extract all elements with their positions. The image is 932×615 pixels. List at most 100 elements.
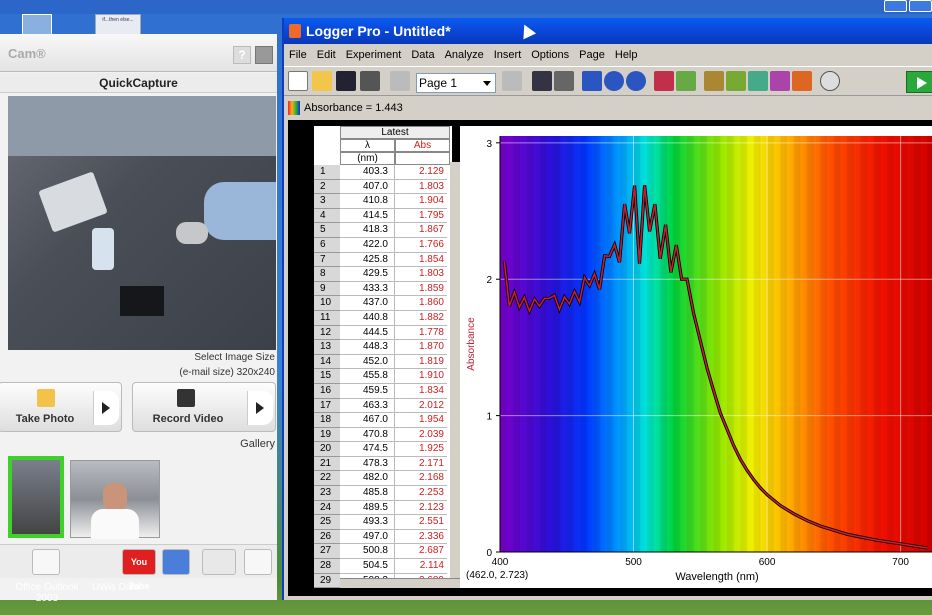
gallery-thumbnail[interactable]	[70, 460, 160, 539]
page-forward-icon[interactable]	[502, 71, 522, 91]
maximize-icon[interactable]	[909, 0, 932, 12]
table-row[interactable]: 11 440.8 1.882	[314, 310, 452, 326]
graph-panel[interactable]: 0 1 2 3 400 500 600 700 Wavelength (nm) Absorbanc…	[460, 126, 932, 588]
table-vertical-scrollbar[interactable]	[450, 162, 460, 588]
image-size-select[interactable]: (e-mail size) 320x240	[179, 367, 275, 378]
minimize-icon[interactable]	[884, 0, 907, 12]
table-row[interactable]: 22 482.0 2.168	[314, 471, 452, 487]
table-row[interactable]: 14 452.0 1.819	[314, 354, 452, 370]
table-row[interactable]: 28 504.5 2.114	[314, 559, 452, 574]
take-photo-button[interactable]: Take Photo	[0, 382, 122, 432]
print-icon[interactable]	[360, 71, 380, 91]
video-wall	[8, 96, 276, 156]
row-absorbance: 1.795	[395, 209, 447, 224]
menu-file[interactable]: File	[289, 49, 307, 61]
curve-fit-icon[interactable]	[770, 71, 790, 91]
table-row[interactable]: 5 418.3 1.867	[314, 223, 452, 238]
menu-edit[interactable]: Edit	[316, 49, 336, 61]
uwis-data-shortcut[interactable]: UWis Data	[92, 582, 140, 593]
logger-pro-logo-icon	[289, 24, 301, 38]
table-row[interactable]: 17 463.3 2.012	[314, 398, 452, 414]
table-row[interactable]: 13 448.3 1.870	[314, 340, 452, 355]
open-folder-icon[interactable]	[312, 71, 332, 91]
table-row[interactable]: 8 429.5 1.803	[314, 267, 452, 282]
row-absorbance: 1.910	[395, 369, 447, 384]
menu-analyze[interactable]: Analyze	[444, 49, 484, 61]
tangent-icon[interactable]	[676, 71, 696, 91]
table-row[interactable]: 10 437.0 1.860	[314, 296, 452, 311]
spectrum-band	[686, 136, 694, 552]
lab-interface-icon[interactable]	[554, 71, 574, 91]
data-browser-icon[interactable]	[532, 71, 552, 91]
table-row[interactable]: 18 467.0 1.954	[314, 413, 452, 428]
table-row[interactable]: 23 485.8 2.253	[314, 486, 452, 501]
minimize-button[interactable]	[255, 46, 273, 64]
row-absorbance: 1.860	[395, 296, 447, 311]
examine-icon[interactable]	[654, 71, 674, 91]
table-horizontal-scrollbar[interactable]	[340, 578, 460, 588]
spectrum-band	[513, 136, 521, 552]
table-row[interactable]: 4 414.5 1.795	[314, 208, 452, 224]
row-absorbance: 1.867	[395, 223, 447, 238]
spectrum-band	[860, 136, 868, 552]
menu-data[interactable]: Data	[411, 49, 435, 61]
table-row[interactable]: 9 433.3 1.859	[314, 281, 452, 297]
statistics-icon[interactable]	[726, 71, 746, 91]
new-file-icon[interactable]	[288, 71, 308, 91]
table-row[interactable]: 12 444.5 1.778	[314, 325, 452, 341]
menu-experiment[interactable]: Experiment	[345, 49, 402, 61]
film-strip-icon[interactable]	[32, 549, 60, 575]
table-row[interactable]: 3 410.8 1.904	[314, 194, 452, 209]
table-row[interactable]: 26 497.0 2.336	[314, 529, 452, 545]
outlook-shortcut[interactable]: Office Outlook 2003	[15, 582, 79, 604]
menu-insert[interactable]: Insert	[493, 49, 522, 61]
table-row[interactable]: 6 422.0 1.766	[314, 237, 452, 253]
integral-icon[interactable]	[704, 71, 724, 91]
trash-icon[interactable]	[244, 549, 272, 575]
table-row[interactable]: 1 403.3 2.129	[314, 165, 452, 180]
table-row[interactable]: 27 500.8 2.687	[314, 544, 452, 560]
table-row[interactable]: 7 425.8 1.854	[314, 252, 452, 268]
absorbance-chart[interactable]: 0 1 2 3 400 500 600 700 Wavelength (nm) Absorbanc…	[460, 126, 932, 588]
page-back-icon[interactable]	[390, 71, 410, 91]
record-video-arrow[interactable]	[247, 391, 273, 425]
take-photo-arrow[interactable]	[93, 391, 119, 425]
menu-options[interactable]: Options	[531, 49, 570, 61]
table-row[interactable]: 24 489.5 2.123	[314, 500, 452, 516]
timer-icon[interactable]	[820, 71, 840, 91]
linear-fit-icon[interactable]	[748, 71, 768, 91]
spectrum-band	[900, 136, 908, 552]
autoscale-icon[interactable]	[582, 71, 602, 91]
youtube-button[interactable]: You Tube	[122, 549, 156, 591]
zoom-out-icon[interactable]	[626, 71, 646, 91]
histogram-icon[interactable]	[792, 71, 812, 91]
quickcapture-title: QuickCapture	[0, 73, 277, 93]
page-select[interactable]: Page 1	[416, 73, 496, 93]
row-absorbance: 2.129	[395, 165, 447, 180]
print-icon[interactable]	[202, 549, 236, 575]
row-wavelength: 418.3	[340, 223, 395, 238]
table-row[interactable]: 15 455.8 1.910	[314, 369, 452, 384]
row-wavelength: 452.0	[340, 354, 395, 370]
row-wavelength: 437.0	[340, 296, 395, 311]
table-row[interactable]: 19 470.8 2.039	[314, 427, 452, 443]
email-icon[interactable]	[162, 549, 190, 575]
menu-help[interactable]: Help	[614, 49, 638, 61]
table-row[interactable]: 16 459.5 1.834	[314, 383, 452, 399]
menu-page[interactable]: Page	[579, 49, 605, 61]
table-row[interactable]: 25 493.3 2.551	[314, 515, 452, 530]
webcam-title: Cam®	[8, 46, 46, 61]
collect-button[interactable]	[906, 71, 932, 93]
table-row[interactable]: 21 478.3 2.171	[314, 456, 452, 472]
x-axis-label: Wavelength (nm)	[675, 571, 758, 583]
gallery-thumbnail-selected[interactable]	[8, 456, 64, 538]
table-row[interactable]: 20 474.5 1.925	[314, 442, 452, 457]
row-absorbance: 1.819	[395, 355, 447, 370]
zoom-in-icon[interactable]	[604, 71, 624, 91]
table-row[interactable]: 2 407.0 1.803	[314, 179, 452, 195]
save-icon[interactable]	[336, 71, 356, 91]
data-table[interactable]: Latest λ Abs (nm) 1 403.3 2.129 2 407.0 1.803…	[314, 126, 460, 589]
spectrum-band	[847, 136, 854, 552]
record-video-button[interactable]: Record Video	[132, 382, 276, 432]
help-button[interactable]: ?	[233, 46, 251, 64]
